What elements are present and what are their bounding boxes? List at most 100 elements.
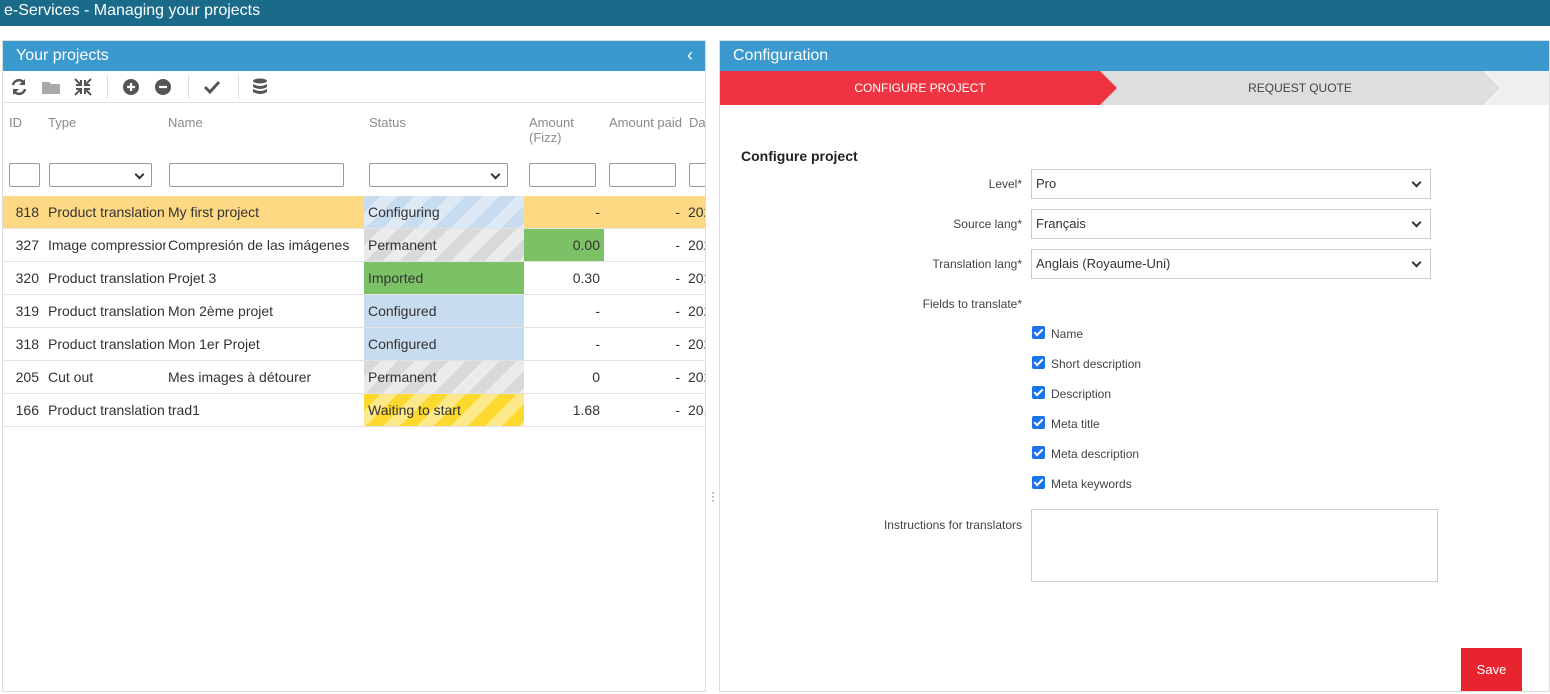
- table-row[interactable]: 318 Product translation Mon 1er Projet C…: [3, 328, 705, 361]
- cell-amount-paid: -: [675, 237, 680, 253]
- cell-date: 202: [688, 237, 705, 253]
- add-icon[interactable]: [120, 76, 142, 98]
- cell-status: Permanent: [364, 229, 524, 261]
- field-name-checkbox[interactable]: [1032, 326, 1045, 339]
- level-select[interactable]: Pro: [1031, 169, 1431, 199]
- cell-name: Compresión de las imágenes: [168, 237, 350, 253]
- cell-amount: 0: [592, 369, 600, 385]
- filter-id-input[interactable]: [9, 163, 40, 187]
- cell-type: Product translation: [48, 336, 165, 352]
- table-row[interactable]: 320 Product translation Projet 3 Importe…: [3, 262, 705, 295]
- cell-amount-paid: -: [675, 336, 680, 352]
- column-date[interactable]: Da: [689, 115, 706, 130]
- cell-amount: -: [595, 303, 600, 319]
- refresh-icon[interactable]: [8, 76, 30, 98]
- folder-icon[interactable]: [40, 76, 62, 98]
- projects-panel: Your projects ‹: [2, 40, 706, 692]
- toolbar-separator: [238, 75, 239, 99]
- projects-panel-header: Your projects ‹: [3, 41, 705, 71]
- cell-name: Mon 1er Projet: [168, 336, 260, 352]
- cell-amount-paid: -: [675, 270, 680, 286]
- field-meta-title-checkbox[interactable]: [1032, 416, 1045, 429]
- source-lang-label: Source lang*: [953, 217, 1022, 231]
- field-description-checkbox[interactable]: [1032, 386, 1045, 399]
- save-button[interactable]: Save: [1461, 648, 1522, 691]
- translation-lang-label: Translation lang*: [932, 257, 1022, 271]
- field-name-label: Name: [1051, 327, 1084, 341]
- cell-name: Mes images à détourer: [168, 369, 312, 385]
- grid-header: ID Type Name Status Amount (Fizz) Amount…: [3, 103, 706, 193]
- cell-type: Image compression: [48, 237, 166, 253]
- database-icon[interactable]: [249, 76, 271, 98]
- fields-to-translate-label: Fields to translate*: [922, 297, 1022, 311]
- check-icon[interactable]: [201, 76, 223, 98]
- table-row[interactable]: 166 Product translation trad1 Waiting to…: [3, 394, 705, 427]
- configuration-panel: Configuration CONFIGURE PROJECT REQUEST …: [719, 40, 1550, 692]
- filter-amount-paid-input[interactable]: [609, 163, 676, 187]
- cell-name: My first project: [168, 204, 260, 220]
- filter-type-select[interactable]: [49, 163, 152, 187]
- cell-amount: 1.68: [572, 402, 600, 418]
- cell-amount-paid: -: [675, 303, 680, 319]
- cell-type: Product translation: [48, 204, 165, 220]
- filter-status-select[interactable]: [369, 163, 508, 187]
- field-short-description-checkbox[interactable]: [1032, 356, 1045, 369]
- cell-date: 202: [688, 336, 705, 352]
- column-name[interactable]: Name: [168, 115, 203, 130]
- cell-status: Configured: [364, 295, 524, 327]
- table-row[interactable]: 327 Image compression Compresión de las …: [3, 229, 705, 262]
- cell-id: 327: [15, 237, 39, 253]
- source-lang-select[interactable]: Français: [1031, 209, 1431, 239]
- filter-date-input[interactable]: [689, 163, 705, 187]
- cell-date: 201: [688, 402, 705, 418]
- field-meta-description-checkbox[interactable]: [1032, 446, 1045, 459]
- step-configure-project[interactable]: CONFIGURE PROJECT: [720, 71, 1120, 105]
- toolbar-separator: [107, 75, 108, 99]
- cell-date: 202: [688, 303, 705, 319]
- column-amount[interactable]: Amount (Fizz): [529, 115, 574, 145]
- field-meta-title-label: Meta title: [1051, 417, 1100, 431]
- cell-date: 202: [688, 369, 705, 385]
- cell-amount-paid: -: [675, 402, 680, 418]
- cell-status: Configured: [364, 328, 524, 360]
- cell-type: Product translation: [48, 270, 165, 286]
- cell-id: 166: [15, 402, 39, 418]
- filter-amount-input[interactable]: [529, 163, 596, 187]
- instructions-label: Instructions for translators: [883, 518, 1022, 532]
- cell-amount-paid: -: [675, 369, 680, 385]
- cell-status: Configuring: [364, 196, 524, 228]
- field-meta-keywords-checkbox[interactable]: [1032, 476, 1045, 489]
- cell-date: 202: [688, 270, 705, 286]
- cell-date: 202: [688, 204, 705, 220]
- cell-type: Product translation: [48, 402, 165, 418]
- column-type[interactable]: Type: [48, 115, 77, 130]
- cell-amount: 0.30: [572, 270, 600, 286]
- cell-name: trad1: [168, 402, 200, 418]
- cell-type: Product translation: [48, 303, 165, 319]
- cell-id: 320: [15, 270, 39, 286]
- step-request-quote[interactable]: REQUEST QUOTE: [1100, 71, 1500, 105]
- field-meta-keywords-label: Meta keywords: [1051, 477, 1132, 491]
- column-status[interactable]: Status: [369, 115, 406, 130]
- cell-status: Imported: [364, 262, 524, 294]
- projects-grid-body: 818 Product translation My first project…: [3, 196, 705, 427]
- level-label: Level*: [988, 177, 1022, 191]
- projects-panel-title: Your projects: [16, 47, 109, 64]
- cell-amount: 0.00: [524, 229, 604, 261]
- table-row[interactable]: 818 Product translation My first project…: [3, 196, 705, 229]
- cell-status: Waiting to start: [364, 394, 524, 426]
- compress-icon[interactable]: [72, 76, 94, 98]
- translation-lang-select[interactable]: Anglais (Royaume-Uni): [1031, 249, 1431, 279]
- configuration-panel-title: Configuration: [733, 47, 829, 64]
- column-id[interactable]: ID: [9, 115, 22, 130]
- table-row[interactable]: 205 Cut out Mes images à détourer Perman…: [3, 361, 705, 394]
- filter-name-input[interactable]: [169, 163, 344, 187]
- column-amount-paid[interactable]: Amount paid: [609, 115, 682, 130]
- instructions-textarea[interactable]: [1031, 509, 1438, 582]
- table-row[interactable]: 319 Product translation Mon 2ème projet …: [3, 295, 705, 328]
- wizard-steps: CONFIGURE PROJECT REQUEST QUOTE: [720, 71, 1549, 105]
- remove-icon[interactable]: [152, 76, 174, 98]
- panel-splitter-handle[interactable]: · · ·: [711, 485, 715, 507]
- cell-id: 318: [15, 336, 39, 352]
- chevron-left-icon[interactable]: ‹: [687, 45, 693, 65]
